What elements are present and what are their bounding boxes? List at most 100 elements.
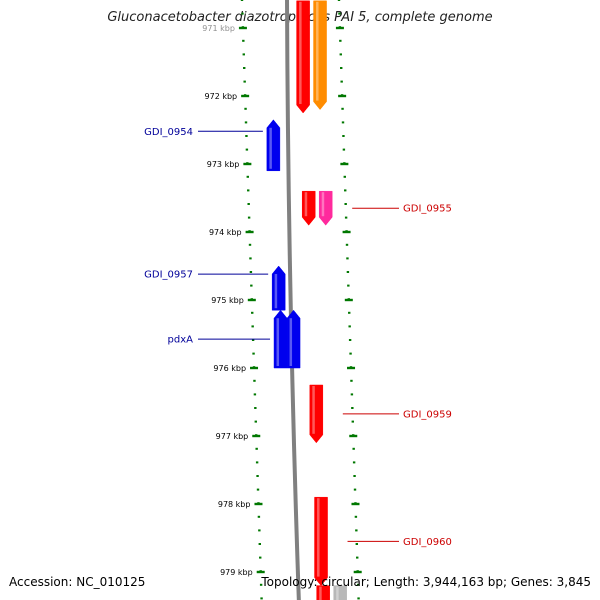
minor-tick-inner (259, 583, 263, 586)
minor-tick-inner (245, 148, 249, 151)
minor-tick-outer (355, 543, 358, 545)
tick-label: 976 kbp (213, 364, 246, 373)
minor-tick-outer (341, 107, 344, 110)
tick-label: 977 kbp (216, 432, 249, 441)
tick-label: 975 kbp (211, 296, 244, 305)
tick-label: 978 kbp (218, 500, 251, 509)
gene-arrow-pdxa (273, 309, 288, 369)
minor-tick-inner (257, 515, 261, 518)
tick-layer: 971 kbp 972 kbp 973 kbp 974 kbp 975 kbp 976 k… (202, 0, 362, 600)
minor-tick-outer (346, 271, 350, 273)
minor-tick-inner (256, 488, 260, 491)
minor-tick-inner (246, 175, 249, 178)
minor-tick-outer (345, 243, 349, 246)
major-tick-outer (340, 162, 349, 166)
minor-tick-outer (348, 325, 351, 328)
tick-label: 972 kbp (205, 92, 238, 101)
minor-tick-outer (344, 189, 347, 192)
minor-tick-inner (258, 529, 261, 532)
gene-highlight (274, 274, 278, 309)
minor-tick-outer (348, 339, 352, 341)
gene-highlight (312, 386, 315, 434)
major-tick-outer (335, 26, 344, 30)
major-tick-inner (245, 230, 254, 234)
gene-highlight (269, 127, 272, 169)
major-tick-inner (241, 94, 250, 98)
minor-tick-outer (357, 597, 360, 600)
minor-tick-inner (249, 257, 252, 260)
gene-highlight (319, 586, 322, 600)
tick-label: 973 kbp (207, 160, 240, 169)
gene-arrow (316, 585, 330, 600)
gene-highlight (299, 1, 302, 104)
minor-tick-outer (344, 216, 348, 219)
minor-tick-inner (253, 393, 257, 396)
minor-tick-inner (242, 39, 245, 42)
minor-tick-inner (247, 216, 251, 219)
minor-tick-outer (343, 175, 346, 178)
major-tick-inner (254, 502, 263, 506)
gene-arrow (296, 0, 310, 114)
gene-arrow-gdi_0955 (318, 190, 333, 226)
minor-tick-outer (342, 135, 345, 137)
backbone-curve (285, 0, 301, 600)
minor-tick-outer (355, 529, 358, 532)
minor-tick-outer (352, 461, 356, 464)
gene-layer (266, 0, 347, 600)
minor-tick-inner (244, 121, 248, 124)
minor-tick-inner (258, 543, 261, 545)
minor-tick-outer (341, 121, 345, 124)
minor-tick-outer (342, 148, 346, 151)
minor-tick-inner (245, 135, 248, 137)
minor-tick-inner (251, 339, 255, 341)
tick-label: 971 kbp (202, 24, 235, 33)
gene-arrow (286, 309, 301, 369)
minor-tick-inner (254, 420, 257, 423)
tick-label: 974 kbp (209, 228, 242, 237)
gene-highlight (304, 192, 308, 217)
major-tick-outer (351, 502, 360, 506)
minor-tick-inner (259, 556, 262, 559)
minor-tick-outer (338, 12, 341, 15)
gene-arrow (313, 0, 327, 110)
minor-tick-outer (352, 447, 355, 450)
gene-arrow (301, 190, 316, 226)
minor-tick-inner (255, 447, 258, 450)
minor-tick-outer (337, 0, 341, 1)
gene-arrow-gdi_0957 (271, 265, 286, 311)
minor-tick-inner (240, 0, 244, 1)
minor-tick-inner (248, 243, 252, 246)
gene-highlight (289, 318, 293, 366)
gene-arrow (333, 585, 347, 600)
minor-tick-outer (350, 379, 353, 382)
minor-tick-inner (250, 284, 253, 287)
minor-tick-inner (249, 271, 253, 273)
minor-tick-outer (353, 488, 357, 491)
minor-tick-outer (344, 203, 347, 205)
minor-tick-inner (242, 53, 245, 56)
minor-tick-inner (252, 352, 255, 355)
minor-tick-outer (339, 53, 342, 56)
major-tick-inner (252, 434, 261, 438)
minor-tick-outer (356, 583, 360, 586)
gene-label: GDI_0957 (144, 270, 193, 281)
genome-summary-text: Topology: circular; Length: 3,944,163 bp… (261, 575, 591, 589)
gene-highlight (321, 192, 325, 217)
minor-tick-outer (350, 393, 354, 396)
minor-tick-inner (254, 407, 257, 409)
minor-tick-outer (353, 475, 356, 477)
major-tick-inner (243, 162, 252, 166)
minor-tick-inner (253, 379, 256, 382)
gene-arrow-gdi_0954 (266, 119, 281, 172)
gene-highlight (316, 1, 319, 101)
major-tick-outer (338, 94, 347, 98)
minor-tick-outer (340, 80, 343, 83)
minor-tick-inner (251, 311, 254, 314)
major-tick-inner (250, 366, 259, 370)
major-tick-inner (247, 298, 256, 302)
minor-tick-inner (255, 461, 259, 464)
major-tick-outer (353, 570, 362, 574)
minor-tick-inner (243, 80, 246, 83)
minor-tick-inner (251, 325, 254, 328)
gene-highlight (336, 586, 339, 600)
